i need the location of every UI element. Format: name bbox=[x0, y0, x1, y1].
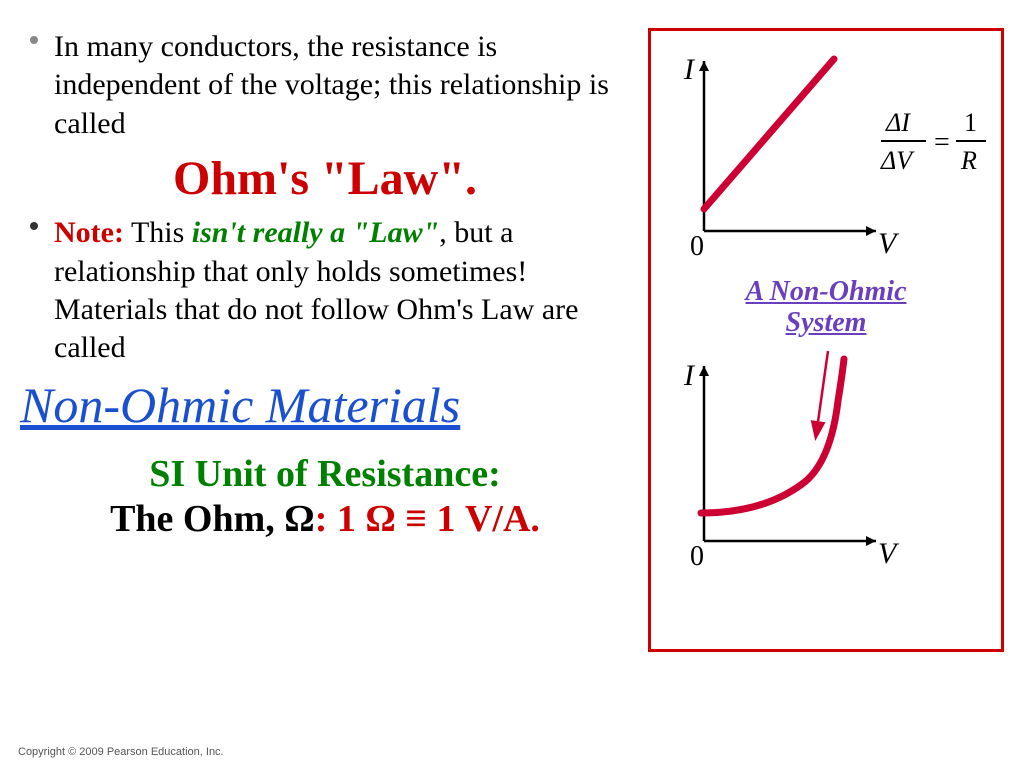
right-column: I V 0 ΔI ΔV = 1 R A Non-Ohmic System bbox=[640, 28, 1000, 652]
non-ohmic-materials-title: Non-Ohmic Materials bbox=[20, 376, 630, 434]
copyright-text: Copyright © 2009 Pearson Education, Inc. bbox=[18, 746, 224, 758]
eq-dI: ΔI bbox=[885, 108, 911, 137]
bullet-dot-icon bbox=[30, 222, 38, 230]
origin-label-2: 0 bbox=[690, 541, 704, 572]
axis-V-label: V bbox=[878, 227, 900, 260]
origin-label-1: 0 bbox=[690, 231, 704, 262]
nonohmic-graph-container: I V 0 bbox=[657, 341, 995, 591]
bullet-2-text: Note: This isn't really a "Law", but a r… bbox=[54, 214, 630, 368]
eq-R: R bbox=[960, 146, 977, 175]
si-line2: The Ohm, Ω: 1 Ω ≡ 1 V/A. bbox=[20, 497, 630, 542]
si-unit-block: SI Unit of Resistance: The Ohm, Ω: 1 Ω ≡… bbox=[20, 452, 630, 542]
non-ohmic-system-label: A Non-Ohmic System bbox=[745, 277, 906, 339]
left-column: In many conductors, the resistance is in… bbox=[20, 28, 640, 652]
ohms-law-title: Ohm's "Law". bbox=[20, 151, 630, 206]
si-line1: SI Unit of Resistance: bbox=[20, 452, 630, 497]
eq-dV: ΔV bbox=[880, 146, 915, 175]
axis-I-label-2: I bbox=[683, 359, 696, 392]
nonohmic-graph: I V 0 bbox=[656, 341, 996, 591]
mid-label-l2: System bbox=[786, 307, 867, 338]
axis-I-label: I bbox=[683, 53, 696, 86]
bullet-dot-icon bbox=[30, 36, 38, 44]
ohmic-graph-container: I V 0 ΔI ΔV = 1 R bbox=[657, 41, 995, 271]
axis-V-label-2: V bbox=[878, 537, 900, 570]
si-definition: 1 Ω ≡ 1 V/A. bbox=[337, 498, 540, 540]
eq-one: 1 bbox=[964, 108, 977, 137]
omega-symbol-1: Ω bbox=[284, 498, 314, 540]
bullet-2: Note: This isn't really a "Law", but a r… bbox=[20, 214, 630, 368]
si-colon: : bbox=[315, 498, 337, 540]
isnt-law-text: isn't really a "Law" bbox=[192, 216, 440, 249]
ohmic-graph: I V 0 ΔI ΔV = 1 R bbox=[656, 41, 996, 271]
eq-equals: = bbox=[934, 127, 950, 158]
graph-panel: I V 0 ΔI ΔV = 1 R A Non-Ohmic System bbox=[648, 28, 1004, 652]
mid-label-l1: A Non-Ohmic bbox=[745, 276, 906, 307]
bullet-1-text: In many conductors, the resistance is in… bbox=[54, 28, 630, 143]
bullet-1: In many conductors, the resistance is in… bbox=[20, 28, 630, 143]
note-label: Note: bbox=[54, 216, 124, 249]
si-the-ohm: The Ohm, bbox=[110, 498, 284, 540]
